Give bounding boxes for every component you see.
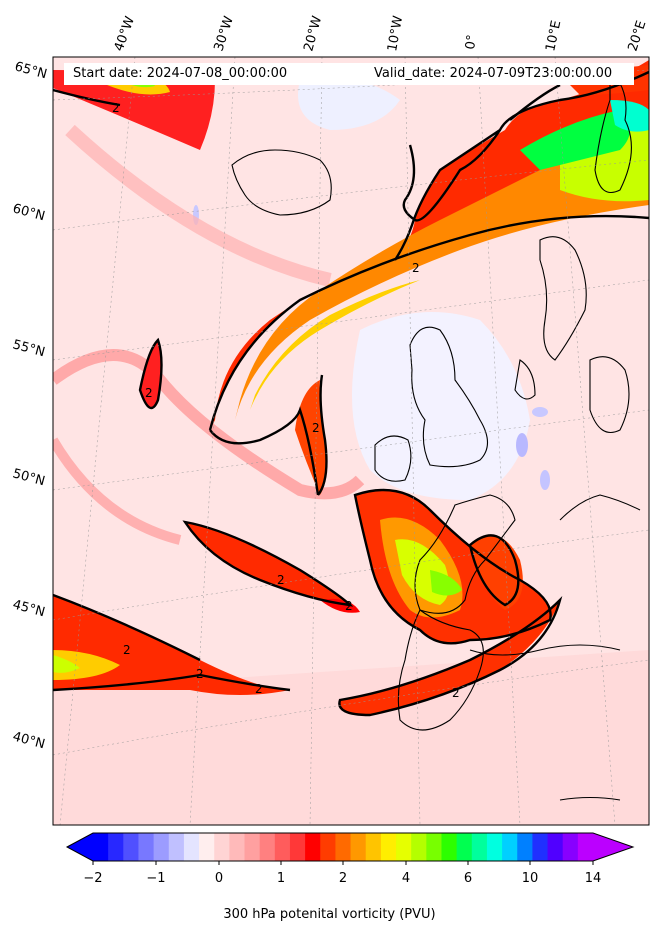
colorbar-swatch: [396, 833, 412, 861]
lat-label-55n: 55°N: [11, 337, 47, 360]
colorbar-swatch: [350, 833, 367, 861]
colorbar-swatch: [320, 833, 336, 861]
colorbar-swatch: [289, 833, 306, 861]
contour-label: 2: [196, 667, 204, 681]
colorbar-swatch: [274, 833, 291, 861]
colorbar-swatch: [168, 833, 185, 861]
colorbar-tick: 4: [401, 871, 411, 886]
contour-label: 2: [277, 573, 285, 587]
lon-label-20e: 20°E: [626, 19, 650, 53]
colorbar-swatch: [259, 833, 276, 861]
france-outline: [414, 494, 516, 614]
colorbar-swatch: [244, 833, 261, 861]
contour-label: 2: [312, 421, 320, 435]
lat-label-65n: 65°N: [13, 59, 49, 82]
map-frame: [52, 56, 650, 826]
colorbar-tick: 10: [521, 871, 539, 886]
colorbar-extend-min: [67, 833, 93, 861]
lon-label-30w: 30°W: [212, 14, 237, 53]
colorbar-swatch: [199, 833, 215, 861]
colorbar-extend-max: [593, 833, 633, 861]
colorbar-swatch: [380, 833, 397, 861]
colorbar-swatch: [123, 833, 139, 861]
coastlines: [231, 68, 641, 801]
colorbar-swatch: [335, 833, 352, 861]
lat-label-40n: 40°N: [11, 729, 47, 752]
colorbar-swatch: [562, 833, 579, 861]
colorbar-swatch: [471, 833, 488, 861]
colorbar-tick: 6: [463, 871, 473, 886]
colorbar-swatch: [229, 833, 246, 861]
pv-2-contours: [53, 70, 649, 717]
lon-label-0: 0°: [463, 34, 480, 51]
start-date: Start date: 2024-07-08_00:00:00: [73, 66, 288, 81]
lon-label-40w: 40°W: [112, 14, 138, 53]
colorbar-swatch: [532, 833, 549, 861]
colorbar-swatch: [517, 833, 533, 861]
contour-label: 2: [123, 643, 131, 657]
valid-date: Valid_date: 2024-07-09T23:00:00.00: [374, 66, 613, 81]
colorbar-tick: 14: [584, 871, 602, 886]
colorbar-tick: −1: [146, 871, 166, 886]
colorbar-swatch: [577, 833, 594, 861]
pv-high-region: [53, 70, 215, 150]
contour-labels: 2 2 2 2 2 2 2 2 2 2: [112, 101, 460, 700]
contour-label: 2: [255, 682, 263, 696]
colorbar-swatch: [441, 833, 458, 861]
lon-label-10e: 10°E: [543, 19, 564, 53]
colorbar-swatch: [456, 833, 473, 861]
lon-label-20w: 20°W: [301, 14, 325, 53]
longitude-labels: 40°W 30°W 20°W 10°W 0° 10°E 20°E: [112, 14, 650, 53]
colorbar-tick: 0: [214, 871, 224, 886]
iceland-outline: [231, 149, 332, 216]
colorbar-swatch: [108, 833, 124, 861]
colorbar-swatch: [411, 833, 427, 861]
colorbar-swatch: [365, 833, 382, 861]
colorbar-swatch: [183, 833, 200, 861]
colorbar-swatch: [426, 833, 442, 861]
contour-label: 2: [452, 686, 460, 700]
great-britain-outline: [409, 326, 489, 468]
ireland-outline: [374, 435, 412, 482]
colorbar-swatch: [153, 833, 170, 861]
colorbar-swatch: [138, 833, 155, 861]
map-field: 2 2 2 2 2 2 2 2 2 2: [53, 57, 649, 825]
colorbar: [65, 832, 635, 865]
colorbar-swatch: [214, 833, 230, 861]
colorbar-tick: 1: [276, 871, 286, 886]
contour-label: 2: [345, 599, 353, 613]
colorbar-label: 300 hPa potenital vorticity (PVU): [223, 907, 436, 922]
lon-label-10w: 10°W: [385, 15, 406, 53]
contour-label: 2: [112, 101, 120, 115]
colorbar-swatch: [486, 833, 503, 861]
colorbar-tick: −2: [83, 871, 103, 886]
latitude-labels: 65°N 60°N 55°N 50°N 45°N 40°N: [11, 59, 49, 752]
norway-outline: [539, 236, 587, 361]
lat-label-50n: 50°N: [11, 466, 47, 489]
colorbar-swatch: [502, 833, 518, 861]
colorbar-swatch: [93, 833, 109, 861]
contour-label: 2: [145, 386, 153, 400]
colorbar-swatch: [547, 833, 564, 861]
lat-label-60n: 60°N: [11, 201, 47, 224]
colorbar-tick: 2: [338, 871, 348, 886]
colorbar-swatch: [305, 833, 321, 861]
iberia-outline: [397, 609, 484, 731]
contour-label: 2: [412, 261, 420, 275]
header-box: [64, 63, 634, 85]
lat-label-45n: 45°N: [11, 597, 47, 620]
